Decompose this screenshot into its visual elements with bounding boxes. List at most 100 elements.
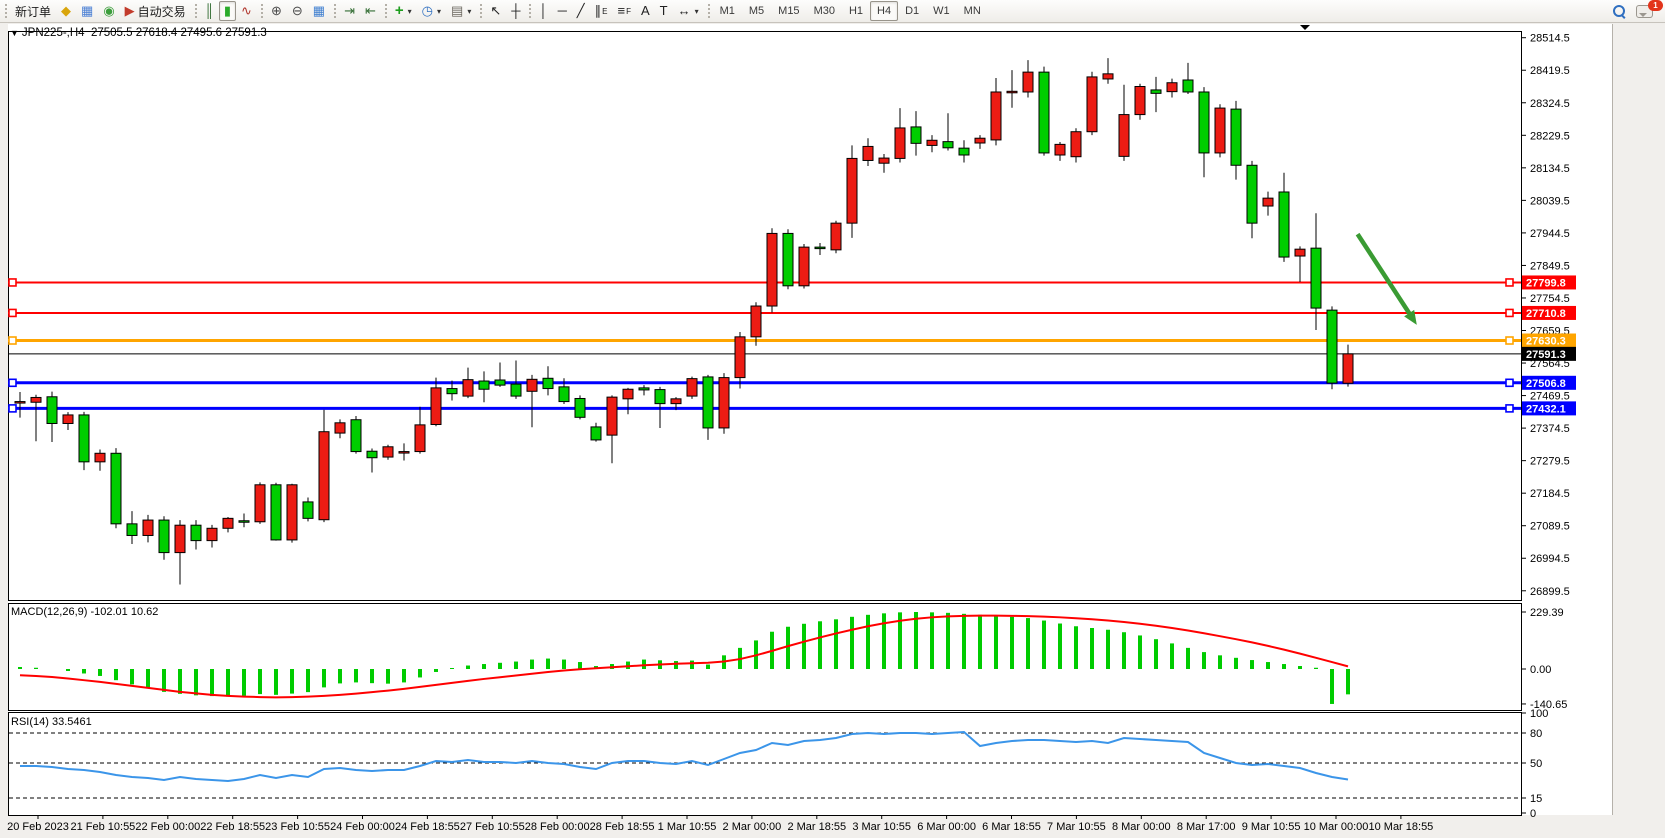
chart-title: ▼ JPN225-,H4 27505.5 27618.4 27495.6 2759…: [10, 27, 267, 39]
candlestick: [174, 520, 186, 585]
add-indicator-icon[interactable]: + ▾: [390, 1, 417, 21]
line-handle[interactable]: [8, 404, 17, 413]
candlestick: [1086, 71, 1098, 136]
candlestick: [686, 376, 698, 399]
cursor-icon[interactable]: ↖: [485, 1, 506, 21]
candlestick: [1006, 70, 1018, 108]
tf-h4[interactable]: H4: [870, 1, 899, 21]
trendline-icon[interactable]: ╱: [572, 1, 590, 21]
market-watch-icon[interactable]: ◆: [56, 1, 76, 21]
candlestick: [1294, 246, 1306, 283]
chart-ohlc-values: 27505.5 27618.4 27495.6 27591.3: [90, 27, 267, 39]
tf-w1[interactable]: W1: [926, 1, 957, 21]
one-click-trading-icon[interactable]: ▼: [10, 28, 19, 38]
tf-m1[interactable]: M1: [713, 1, 742, 21]
line-handle[interactable]: [1505, 378, 1514, 388]
candlestick: [670, 397, 682, 411]
candlestick-chart-icon[interactable]: ▮: [218, 1, 237, 21]
candlestick: [846, 145, 858, 238]
trade-group: 新订单 ◆ ▦ ◉ ▶ 自动交易: [4, 1, 194, 21]
tf-m30[interactable]: M30: [807, 1, 842, 21]
candlestick: [478, 371, 490, 403]
autotrading-button[interactable]: ▶ 自动交易: [120, 1, 191, 21]
line-handle[interactable]: [8, 308, 17, 318]
line-handle[interactable]: [8, 378, 17, 388]
line-handle[interactable]: [1505, 278, 1514, 287]
horizontal-line-icon[interactable]: ─: [553, 1, 572, 21]
candlestick: [30, 394, 42, 442]
candlestick: [1038, 66, 1050, 156]
candlestick: [318, 409, 330, 523]
text-icon[interactable]: A: [636, 1, 655, 21]
crosshair-icon[interactable]: ┼: [506, 1, 525, 21]
equidistant-channel-icon[interactable]: ∥ E: [590, 1, 613, 21]
dropdown-arrow-icon[interactable]: ▾: [437, 6, 442, 16]
candlestick: [862, 138, 874, 166]
bar-chart-icon[interactable]: ║: [200, 1, 219, 21]
vertical-line-icon[interactable]: │: [534, 1, 552, 21]
price-tick-label: 27279.5: [1530, 456, 1570, 468]
candlestick: [766, 228, 778, 313]
navigator-icon[interactable]: ◉: [98, 1, 119, 21]
auto-scroll-icon[interactable]: ⇥: [339, 1, 360, 21]
template-icon[interactable]: ▤ ▾: [446, 1, 476, 21]
candlestick: [798, 244, 810, 289]
search-button[interactable]: [1608, 1, 1631, 21]
line-handle[interactable]: [8, 278, 17, 287]
scroll-group: ⇥ ⇤: [333, 1, 384, 21]
price-tick-label: 27564.5: [1530, 358, 1570, 370]
dropdown-arrow-icon[interactable]: ▾: [407, 6, 412, 16]
date-label: 8 Mar 00:00: [1112, 821, 1171, 833]
period-icon[interactable]: ◷ ▾: [417, 1, 446, 21]
price-tag-label: 27799.8: [1526, 277, 1566, 289]
dropdown-arrow-icon[interactable]: ▾: [467, 6, 472, 16]
line-chart-icon[interactable]: ∿: [236, 1, 257, 21]
candlestick: [926, 135, 938, 153]
macd-signal-line: [19, 614, 1349, 699]
arrows-icon[interactable]: ↔ ▾: [673, 1, 704, 21]
zoom-in-icon[interactable]: ⊕: [266, 1, 287, 21]
text-label-icon[interactable]: T: [655, 1, 673, 21]
candlestick: [158, 516, 170, 560]
candlestick: [1054, 141, 1066, 161]
tf-w1-label: W1: [933, 5, 950, 17]
dropdown-arrow-icon[interactable]: ▾: [694, 6, 699, 16]
line-handle[interactable]: [1505, 336, 1514, 345]
date-label: 8 Mar 17:00: [1177, 821, 1236, 833]
candlestick: [990, 77, 1002, 146]
template-icon: ▤: [451, 3, 464, 18]
candlestick: [1326, 306, 1338, 390]
price-tick-label: 28514.5: [1530, 33, 1570, 45]
data-window-icon[interactable]: ▦: [76, 1, 98, 21]
candlestick: [958, 140, 970, 163]
price-tag-label: 27630.3: [1526, 336, 1566, 348]
down-arrow-annotation[interactable]: [1355, 232, 1412, 315]
tf-d1[interactable]: D1: [898, 1, 926, 21]
notifications-button[interactable]: 1: [1631, 0, 1663, 21]
icon-sub-letter: F: [626, 6, 631, 16]
new-order-button[interactable]: 新订单: [10, 1, 56, 21]
vertical-line-icon: │: [539, 3, 548, 18]
line-handle[interactable]: [1505, 308, 1514, 318]
line-handle[interactable]: [8, 336, 17, 345]
price-tick-label: 27944.5: [1530, 228, 1570, 240]
chart-shift-icon[interactable]: ⇤: [360, 1, 381, 21]
candlestick: [62, 412, 74, 430]
candlestick: [366, 448, 378, 473]
line-chart-icon: ∿: [241, 3, 252, 18]
tf-m15[interactable]: M15: [771, 1, 806, 21]
tile-windows-icon[interactable]: ▦: [308, 1, 330, 21]
add-indicator-icon: +: [394, 2, 404, 19]
tf-h1[interactable]: H1: [842, 1, 870, 21]
scroll-to-end-marker[interactable]: [1300, 25, 1310, 30]
line-handle[interactable]: [1505, 404, 1514, 413]
price-tick-label: 26899.5: [1530, 586, 1570, 598]
fibonacci-icon[interactable]: ≡ F: [612, 1, 635, 21]
tf-mn[interactable]: MN: [957, 1, 988, 21]
tf-m5[interactable]: M5: [742, 1, 771, 21]
candlestick: [1342, 344, 1354, 387]
macd-tick-label: 0.00: [1530, 664, 1551, 676]
zoom-out-icon[interactable]: ⊖: [287, 1, 308, 21]
date-label: 22 Feb 00:00: [135, 821, 200, 833]
